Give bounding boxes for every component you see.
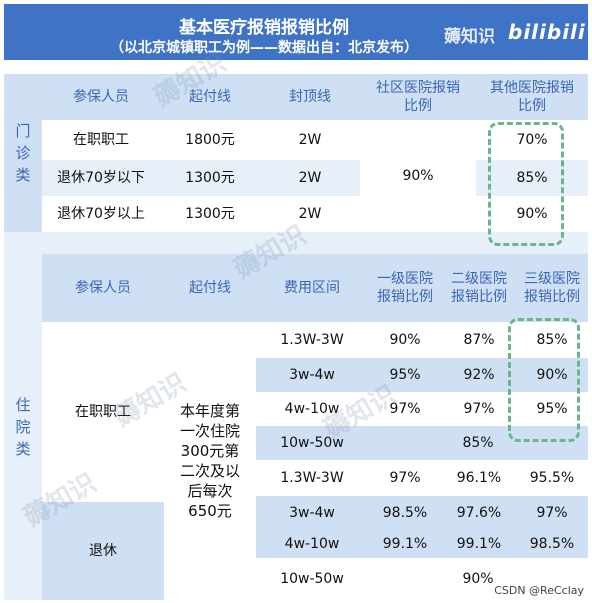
ip-row6-range: 3w-4w (256, 496, 368, 530)
op-row3-other: 90% (476, 196, 588, 232)
section-label-inpatient: 住院类 (4, 254, 42, 600)
ip-row7-range: 4w-10w (256, 530, 368, 558)
ip-row6-l2: 97.6% (442, 496, 516, 530)
ip-row7-l2: 99.1% (442, 530, 516, 558)
op-row2-person: 退休70岁以下 (42, 160, 160, 196)
op-row3-deductible: 1300元 (160, 196, 260, 232)
ip-header-level1: 一级医院报销比例 (368, 254, 442, 322)
footer-credit: CSDN @ReCclay (494, 584, 584, 597)
bilibili-logo: bilibili (508, 20, 586, 44)
ip-header-deductible: 起付线 (164, 254, 256, 322)
page-subtitle: （以北京城镇职工为例——数据出自：北京发布） (110, 40, 418, 56)
highlight-level3-hospital (508, 318, 580, 442)
ip-header-level2: 二级医院报销比例 (442, 254, 516, 322)
ip-row1-l3: 85% (516, 322, 588, 358)
ip-header-range: 费用区间 (256, 254, 368, 322)
ip-row3-l1: 97% (368, 392, 442, 426)
page-title: 基本医疗报销报销比例 (179, 18, 349, 38)
ip-row2-l2: 92% (442, 358, 516, 392)
ip-person-retired: 退休 (42, 502, 164, 600)
watermark-text: 薅知识 (444, 27, 495, 47)
section-divider (4, 232, 588, 254)
ip-row4-range: 10w-50w (256, 426, 368, 460)
op-row1-person: 在职职工 (42, 120, 160, 160)
ip-person-employee: 在职职工 (42, 322, 164, 502)
op-header-other: 其他医院报销比例 (476, 74, 588, 120)
ip-deductible-note: 本年度第一次住院300元第二次及以后每次650元 (164, 322, 256, 600)
ip-row5-l3: 95.5% (516, 460, 588, 496)
ip-row2-l1: 95% (368, 358, 442, 392)
op-row1-cap: 2W (260, 120, 360, 160)
page-header: 基本医疗报销报销比例 （以北京城镇职工为例——数据出自：北京发布） 薅知识 bi… (4, 4, 588, 60)
ip-header-level3: 三级医院报销比例 (516, 254, 588, 322)
op-header-community: 社区医院报销比例 (360, 74, 476, 120)
ip-row3-range: 4w-10w (256, 392, 368, 426)
ip-row1-range: 1.3W-3W (256, 322, 368, 358)
op-row2-cap: 2W (260, 160, 360, 196)
op-row1-deductible: 1800元 (160, 120, 260, 160)
ip-row2-range: 3w-4w (256, 358, 368, 392)
ip-row3-l3: 95% (516, 392, 588, 426)
ip-row6-l3: 97% (516, 496, 588, 530)
ip-row5-l1: 97% (368, 460, 442, 496)
ip-row5-range: 1.3W-3W (256, 460, 368, 496)
op-community-ratio: 90% (360, 120, 476, 232)
ip-row6-l1: 98.5% (368, 496, 442, 530)
ip-row4-merged: 85% (368, 426, 588, 460)
ip-row8-range: 10w-50w (256, 558, 368, 600)
section-label-outpatient: 门诊类 (4, 74, 42, 232)
ip-row1-l2: 87% (442, 322, 516, 358)
ip-row3-l2: 97% (442, 392, 516, 426)
op-row3-cap: 2W (260, 196, 360, 232)
ip-row7-l3: 98.5% (516, 530, 588, 558)
ip-header-person: 参保人员 (42, 254, 164, 322)
op-header-person: 参保人员 (42, 74, 160, 120)
highlight-other-hospital (488, 122, 564, 246)
op-header-cap: 封顶线 (260, 74, 360, 120)
op-row2-deductible: 1300元 (160, 160, 260, 196)
ip-row2-l3: 90% (516, 358, 588, 392)
ip-row5-l2: 96.1% (442, 460, 516, 496)
op-row3-person: 退休70岁以上 (42, 196, 160, 232)
ip-row1-l1: 90% (368, 322, 442, 358)
op-row2-other: 85% (476, 160, 588, 196)
ip-row7-l1: 99.1% (368, 530, 442, 558)
ip-row8-merged: 90% (368, 558, 588, 600)
op-header-deductible: 起付线 (160, 74, 260, 120)
